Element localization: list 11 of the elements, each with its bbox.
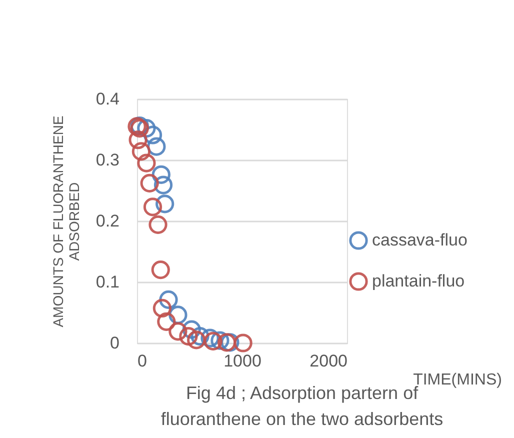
legend-label: cassava-fluo <box>372 230 468 250</box>
y-tick-label: 0.2 <box>96 212 120 230</box>
y-tick-label: 0.1 <box>96 272 120 292</box>
y-tick-label: 0 <box>110 334 120 352</box>
y-tick-label: 0.4 <box>96 90 120 108</box>
legend-label: plantain-fluo <box>372 272 465 290</box>
x-tick-label: 1000 <box>224 352 262 370</box>
y-axis-title: AMOUNTS OF FLUORANTHENE ADSORBED <box>50 116 82 328</box>
y-tick-label: 0.3 <box>96 150 120 170</box>
x-tick-label: 2000 <box>310 352 348 370</box>
x-tick-label: 0 <box>138 352 147 370</box>
